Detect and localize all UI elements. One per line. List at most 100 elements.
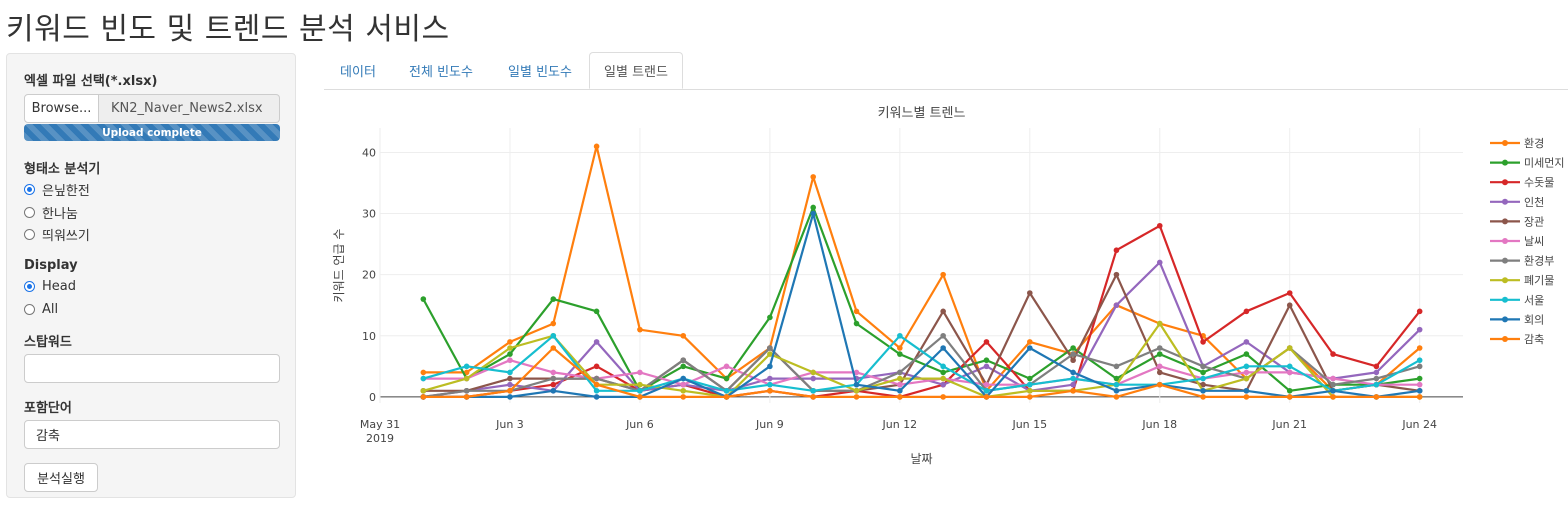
- analyzer-option-2[interactable]: 띄워쓰기: [24, 225, 90, 244]
- legend-label: 미세먼지: [1524, 157, 1564, 170]
- x-tick-label: Jun 15: [1011, 418, 1047, 431]
- data-point: [853, 320, 860, 327]
- page-title: 키워드 빈도 및 트렌드 분석 서비스: [6, 12, 450, 47]
- data-point: [637, 381, 643, 388]
- data-point: [940, 394, 946, 400]
- data-point: [723, 363, 730, 370]
- series-line: [422, 334, 1421, 392]
- radio-selected-icon[interactable]: [24, 184, 35, 195]
- data-point: [1113, 363, 1120, 370]
- radio-selected-icon[interactable]: [24, 281, 35, 292]
- tab-data[interactable]: 데이터: [340, 64, 376, 80]
- data-point: [1243, 369, 1250, 376]
- legend-label: 수돗물: [1524, 176, 1554, 189]
- legend-marker: [1502, 336, 1508, 342]
- data-point: [680, 357, 687, 364]
- data-point: [680, 332, 687, 339]
- display-option-all[interactable]: All: [24, 302, 58, 317]
- data-point: [1243, 339, 1250, 345]
- data-point: [1156, 363, 1163, 370]
- stopword-input[interactable]: [24, 354, 280, 383]
- x-tick-label: May 31: [360, 418, 400, 431]
- data-point: [940, 381, 946, 388]
- data-point: [1156, 320, 1163, 327]
- data-point: [1027, 339, 1033, 345]
- data-point: [420, 296, 427, 302]
- data-point: [767, 375, 773, 382]
- file-input-label: 엑셀 파일 선택(*.xlsx): [24, 74, 158, 89]
- data-point: [680, 381, 687, 388]
- analyzer-option-1[interactable]: 한나눔: [24, 203, 78, 222]
- data-point: [593, 339, 600, 345]
- data-point: [1200, 387, 1206, 394]
- data-point: [1070, 345, 1076, 351]
- data-point: [897, 394, 903, 400]
- legend-label: 폐기물: [1524, 274, 1554, 287]
- data-point: [420, 387, 427, 394]
- data-point: [1373, 381, 1380, 388]
- run-analysis-button[interactable]: 분석실행: [24, 463, 98, 492]
- data-point: [1286, 363, 1293, 370]
- data-point: [1416, 308, 1423, 315]
- data-point: [897, 387, 903, 394]
- series-line: [422, 206, 1420, 392]
- radio-icon[interactable]: [24, 207, 35, 218]
- data-point: [940, 345, 946, 351]
- tab-daily-trend[interactable]: 일별 트랜드: [589, 52, 683, 89]
- file-input: Browse... KN2_Naver_News2.xlsx: [24, 94, 280, 123]
- data-point: [1373, 369, 1380, 376]
- chart-title: 키워느별 트렌느: [878, 106, 966, 121]
- data-point: [1156, 351, 1163, 357]
- data-point: [637, 369, 643, 376]
- x-tick-label: Jun 18: [1141, 418, 1177, 431]
- x-tick-label: Jun 6: [625, 418, 654, 431]
- upload-status-text: Upload complete: [102, 126, 202, 139]
- data-point: [1330, 351, 1336, 357]
- data-point: [1113, 271, 1120, 278]
- x-tick-label: 2019: [366, 432, 394, 445]
- legend-label: 감축: [1524, 333, 1544, 346]
- data-point: [940, 369, 946, 376]
- x-axis-title: 날짜: [910, 452, 932, 466]
- data-point: [767, 381, 773, 388]
- data-point: [1027, 381, 1033, 388]
- data-point: [1416, 387, 1423, 394]
- data-point: [1243, 375, 1250, 382]
- tab-total-frequency[interactable]: 전체 빈도수: [409, 64, 473, 80]
- data-point: [1200, 339, 1206, 345]
- data-point: [1156, 259, 1163, 266]
- data-point: [550, 332, 557, 339]
- data-point: [853, 381, 860, 388]
- radio-icon[interactable]: [24, 229, 35, 240]
- data-point: [1416, 326, 1423, 333]
- data-point: [550, 345, 557, 351]
- browse-button[interactable]: Browse...: [24, 94, 99, 123]
- analyzer-option-0[interactable]: 은닢한전: [24, 180, 90, 199]
- x-tick-label: Jun 3: [495, 418, 524, 431]
- data-point: [1243, 394, 1250, 400]
- data-point: [637, 387, 643, 394]
- include-word-input[interactable]: 감축: [24, 420, 280, 449]
- y-axis-title: 키워드 언급 수: [332, 229, 346, 303]
- tab-daily-frequency[interactable]: 일별 빈도수: [508, 64, 572, 80]
- radio-icon[interactable]: [24, 304, 35, 315]
- data-point: [983, 363, 990, 370]
- data-point: [593, 394, 600, 400]
- data-point: [1330, 381, 1336, 388]
- data-point: [897, 369, 903, 376]
- legend-label: 인천: [1524, 195, 1544, 209]
- display-option-head[interactable]: Head: [24, 279, 76, 294]
- data-point: [1286, 302, 1293, 309]
- legend-label: 날씨: [1524, 235, 1544, 248]
- data-point: [767, 363, 773, 370]
- upload-progress-bar: Upload complete: [24, 124, 280, 141]
- data-point: [897, 332, 903, 339]
- data-point: [1416, 363, 1423, 370]
- data-point: [1243, 387, 1250, 394]
- data-point: [507, 387, 513, 394]
- data-point: [550, 375, 557, 382]
- data-point: [1070, 387, 1076, 394]
- data-point: [1070, 375, 1076, 382]
- data-point: [637, 394, 643, 400]
- sidebar-panel: 엑셀 파일 선택(*.xlsx) Browse... KN2_Naver_New…: [6, 53, 296, 498]
